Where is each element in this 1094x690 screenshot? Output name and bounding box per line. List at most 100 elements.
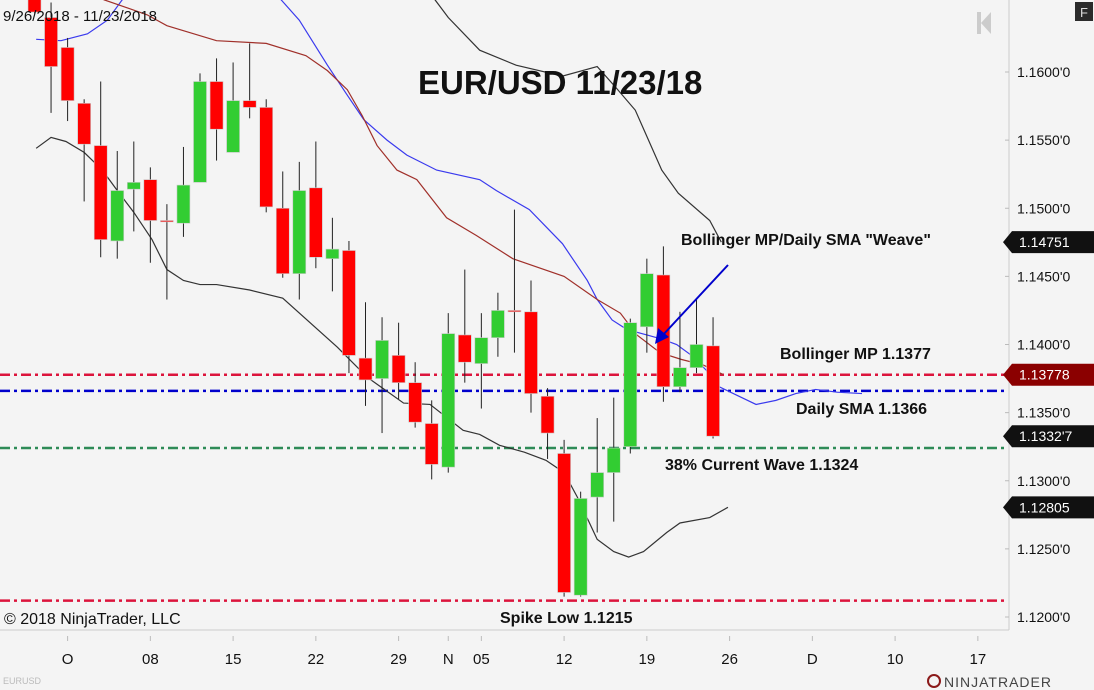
annotation-arrow: [655, 264, 729, 344]
candle: [160, 204, 174, 300]
candle: [193, 73, 207, 183]
candle-body: [441, 333, 456, 468]
candle: [590, 418, 605, 533]
price-flag: 1.12805: [1003, 496, 1094, 519]
candle: [441, 313, 456, 473]
candle: [706, 317, 720, 439]
candle: [573, 491, 588, 597]
candle: [110, 151, 125, 259]
candle-body: [77, 103, 91, 145]
candle: [342, 240, 356, 374]
price-flag-label: 1.12805: [1019, 499, 1070, 515]
x-tick-label: O: [62, 651, 74, 668]
price-flag-label: 1.14751: [1019, 234, 1070, 250]
scroll-to-start-button[interactable]: [977, 12, 991, 34]
candle-body: [259, 107, 274, 208]
candle-body: [193, 81, 207, 183]
candle: [424, 400, 439, 480]
price-flag-shape: [1003, 231, 1094, 254]
y-tick-label: 1.1450'0: [1017, 268, 1070, 284]
y-tick-label: 1.1500'0: [1017, 200, 1070, 216]
candle-body: [93, 145, 108, 240]
candle: [275, 171, 290, 278]
candle-body: [606, 447, 621, 473]
ninjatrader-logo: NINJATRADER: [927, 674, 1051, 690]
x-tick-label: 22: [308, 651, 325, 668]
candle: [309, 141, 323, 269]
candle-body: [540, 395, 555, 434]
candle-body: [557, 453, 571, 593]
candle-body: [474, 337, 489, 364]
candle-body: [27, 0, 42, 13]
price-flag-shape: [1003, 496, 1094, 519]
candle-body: [623, 322, 638, 447]
candle-body: [127, 182, 141, 190]
candle: [640, 258, 654, 353]
candle: [226, 62, 240, 153]
x-tick-label: N: [443, 651, 454, 668]
candle-body: [309, 187, 323, 258]
candle: [143, 167, 158, 263]
candle-body: [44, 17, 58, 67]
candle-body: [292, 190, 307, 274]
candle: [209, 58, 224, 161]
candle-body: [375, 340, 389, 379]
sma-line: [36, 0, 863, 406]
candle-body: [242, 100, 257, 108]
candle: [60, 37, 75, 122]
candle: [27, 0, 42, 14]
candle: [391, 322, 406, 399]
y-tick-label: 1.1600'0: [1017, 64, 1070, 80]
candle-body: [491, 310, 505, 338]
x-tick-label: 08: [142, 651, 159, 668]
candle: [557, 439, 571, 597]
price-flag-shape: [1003, 425, 1094, 448]
candle: [491, 292, 505, 357]
candle: [673, 311, 687, 393]
candle: [507, 209, 522, 353]
candle: [524, 280, 538, 413]
x-tick-label: D: [807, 651, 818, 668]
y-tick-label: 1.1350'0: [1017, 405, 1070, 421]
candle: [292, 161, 307, 300]
level-label-daily-sma: Daily SMA 1.1366: [796, 401, 927, 418]
candle-body: [110, 190, 125, 242]
x-tick-label: 17: [970, 651, 987, 668]
candle: [77, 99, 91, 202]
candle: [375, 317, 389, 434]
ninjatrader-logo-icon: [927, 674, 941, 688]
x-tick-label: 05: [473, 651, 490, 668]
x-tick-label: 12: [556, 651, 573, 668]
price-flag-shape: [1003, 363, 1094, 386]
price-flag-label: 1.13778: [1019, 367, 1070, 383]
level-label-bollinger-mp: Bollinger MP 1.1377: [780, 346, 931, 363]
candle-body: [391, 355, 406, 383]
candle-body: [408, 382, 422, 423]
svg-text:F: F: [1080, 5, 1088, 20]
candle: [242, 43, 257, 119]
instrument-label: EURUSD: [3, 676, 42, 686]
candle: [44, 2, 58, 113]
candle: [457, 269, 472, 383]
y-tick-label: 1.1400'0: [1017, 337, 1070, 353]
candle-body: [325, 248, 340, 259]
candle-body: [160, 220, 174, 223]
price-flag: 1.1332'7: [1003, 425, 1094, 448]
candle-body: [60, 47, 75, 101]
weave-annotation: Bollinger MP/Daily SMA "Weave": [681, 232, 931, 249]
candle-body: [640, 273, 654, 328]
candle-body: [656, 274, 671, 388]
level-label-spike-low: Spike Low 1.1215: [500, 610, 633, 627]
candle: [689, 299, 704, 374]
y-tick-label: 1.1200'0: [1017, 609, 1070, 625]
y-tick-label: 1.1550'0: [1017, 132, 1070, 148]
candle: [474, 313, 489, 409]
x-tick-label: 10: [887, 651, 904, 668]
candle: [127, 141, 141, 232]
candle-body: [358, 357, 373, 381]
candle-body: [424, 423, 439, 465]
f-button[interactable]: F: [1075, 2, 1093, 21]
candle-body: [524, 311, 538, 394]
